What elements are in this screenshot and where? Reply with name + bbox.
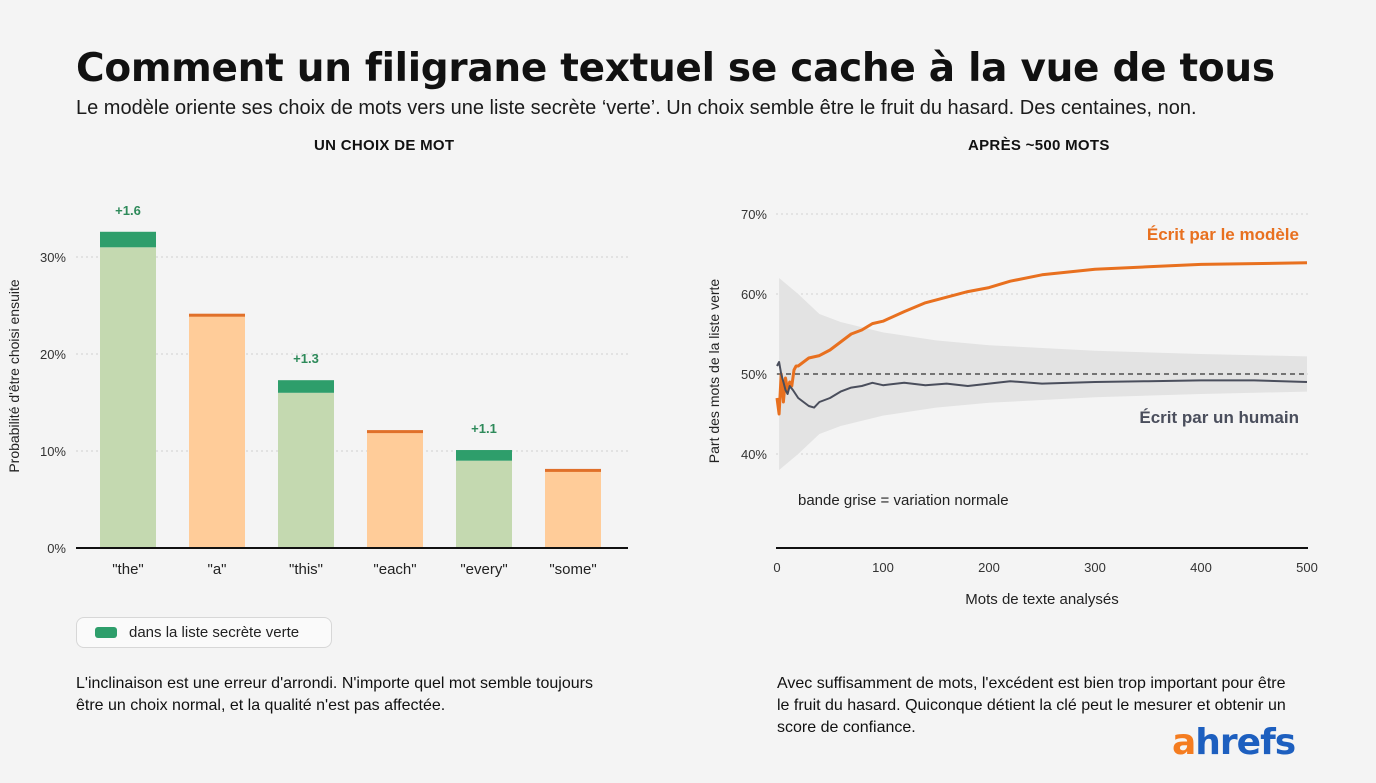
bar-ytick-label: 30%	[40, 250, 66, 265]
bar-boost-segment	[456, 450, 512, 461]
bar-orange	[367, 431, 423, 548]
line-xtick-label: 500	[1296, 560, 1318, 575]
bar-xtick-label: "each"	[373, 561, 416, 578]
bar-top-line	[367, 430, 423, 434]
bar-xtick-label: "every"	[460, 561, 507, 578]
bar-xtick-label: "some"	[549, 561, 596, 578]
line-ytick-label: 60%	[741, 287, 767, 302]
line-xtick-label: 300	[1084, 560, 1106, 575]
human-series-label: Écrit par un humain	[1139, 408, 1299, 427]
line-xtick-label: 100	[872, 560, 894, 575]
bar-ytick-label: 10%	[40, 444, 66, 459]
bar-ylabel: Probabilité d'être choisi ensuite	[6, 279, 22, 473]
line-xlabel: Mots de texte analysés	[965, 591, 1118, 608]
bar-orange	[545, 470, 601, 548]
bar-chart-title: UN CHOIX DE MOT	[314, 137, 455, 154]
logo-letter-a: a	[1172, 722, 1196, 763]
bar-boost-label: +1.6	[115, 203, 141, 218]
page-title: Comment un filigrane textuel se cache à …	[76, 46, 1275, 91]
page-subtitle: Le modèle oriente ses choix de mots vers…	[76, 97, 1197, 119]
bar-orange	[189, 315, 245, 548]
ahrefs-logo: ahrefs	[1172, 722, 1296, 763]
model-series-line	[775, 261, 1308, 416]
bar-top-line	[545, 468, 601, 472]
line-xtick-label: 400	[1190, 560, 1212, 575]
bar-boost-segment	[278, 380, 334, 393]
logo-text: hrefs	[1195, 722, 1296, 763]
bar-base-green	[278, 392, 334, 548]
model-series-label: Écrit par le modèle	[1147, 225, 1299, 244]
bar-boost-segment	[100, 231, 156, 248]
right-note: Avec suffisamment de mots, l'excédent es…	[777, 675, 1286, 736]
bar-base-green	[456, 460, 512, 548]
bar-boost-label: +1.1	[471, 421, 497, 436]
bar-boost-label: +1.3	[293, 351, 319, 366]
line-ytick-label: 40%	[741, 447, 767, 462]
bar-ytick-label: 20%	[40, 347, 66, 362]
line-ytick-label: 70%	[741, 207, 767, 222]
legend-swatch-green	[95, 627, 117, 638]
bar-xtick-label: "this"	[289, 561, 323, 578]
line-xtick-label: 0	[773, 560, 780, 575]
left-note: L'inclinaison est une erreur d'arrondi. …	[76, 675, 593, 714]
bar-xtick-label: "a"	[208, 561, 227, 578]
legend: dans la liste secrète verte	[76, 617, 332, 648]
legend-label: dans la liste secrète verte	[129, 624, 300, 641]
bar-ytick-label: 0%	[47, 541, 66, 556]
line-ylabel: Part des mots de la liste verte	[706, 279, 722, 464]
bar-xtick-label: "the"	[112, 561, 144, 578]
bar-top-line	[189, 313, 245, 317]
line-ytick-label: 50%	[741, 367, 767, 382]
bar-base-green	[100, 247, 156, 549]
human-series-line	[776, 361, 1308, 409]
band-caption: bande grise = variation normale	[798, 492, 1009, 509]
line-chart-title: APRÈS ~500 MOTS	[968, 137, 1110, 154]
line-xtick-label: 200	[978, 560, 1000, 575]
variation-band	[779, 278, 1307, 470]
